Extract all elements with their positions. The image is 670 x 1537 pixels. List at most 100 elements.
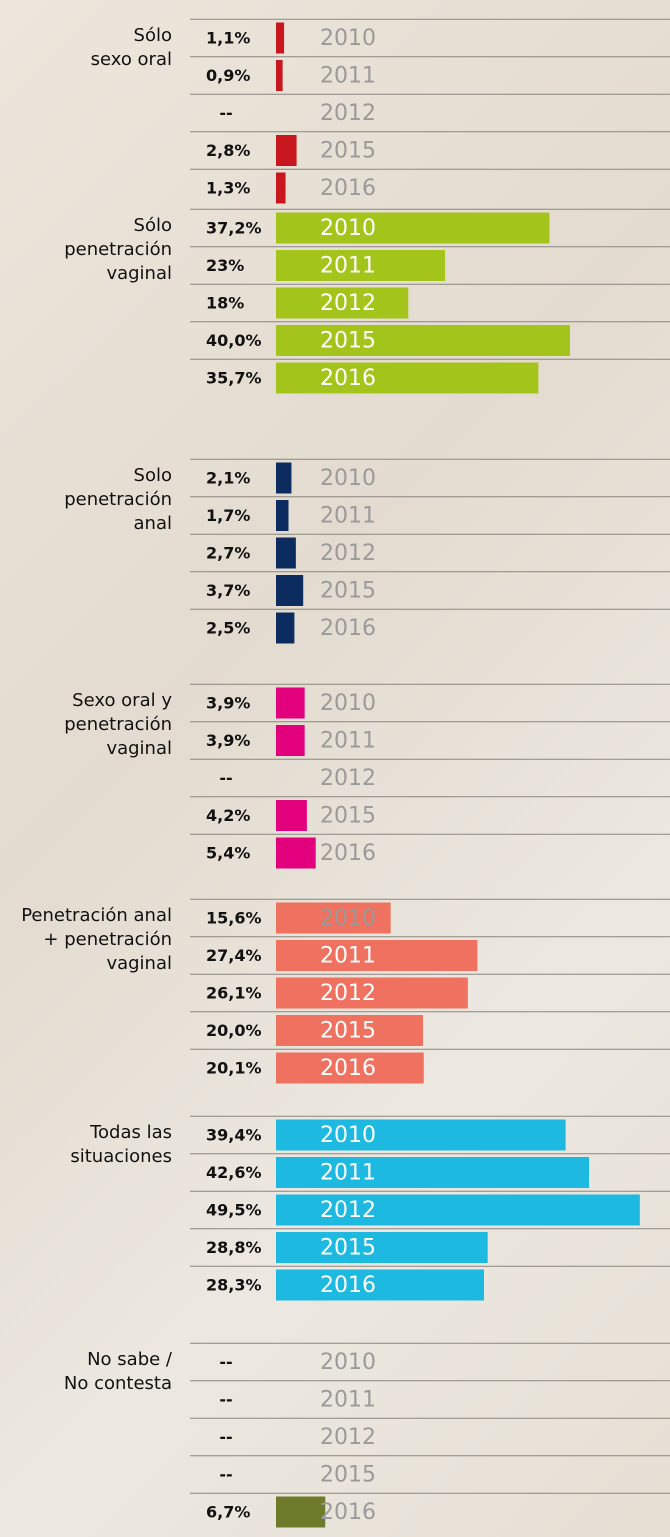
year-label: 2015 [320, 1463, 376, 1488]
value-label: 20,1% [206, 1059, 262, 1078]
year-label: 2011 [320, 1388, 376, 1413]
bar [276, 538, 296, 569]
value-label: 27,4% [206, 946, 262, 965]
value-label: -- [219, 1465, 232, 1484]
year-label: 2012 [320, 1425, 376, 1450]
value-label: -- [219, 1428, 232, 1447]
year-label: 2012 [320, 766, 376, 791]
group-label: situaciones [70, 1146, 172, 1167]
year-label: 2016 [320, 366, 376, 391]
year-label: 2011 [320, 504, 376, 529]
value-label: -- [219, 104, 232, 123]
year-label: 2011 [320, 254, 376, 279]
bar [276, 575, 303, 606]
year-label: 2015 [320, 1236, 376, 1261]
value-label: 5,4% [206, 844, 250, 863]
year-label: 2016 [320, 616, 376, 641]
bar [276, 1497, 325, 1528]
value-label: 42,6% [206, 1163, 262, 1182]
bar [276, 940, 477, 971]
bar [276, 213, 549, 244]
group-label: Penetración anal [21, 905, 172, 926]
group-label: penetración [64, 714, 172, 735]
bar [276, 60, 283, 91]
group-label: Sólo [134, 25, 172, 46]
year-label: 2015 [320, 804, 376, 829]
group-label: vaginal [106, 263, 172, 284]
value-label: 3,9% [206, 694, 250, 713]
value-label: 39,4% [206, 1126, 262, 1145]
value-label: 2,5% [206, 619, 250, 638]
group-label: No sabe / [87, 1349, 173, 1370]
year-label: 2015 [320, 329, 376, 354]
year-label: 2016 [320, 1056, 376, 1081]
year-label: 2010 [320, 1123, 376, 1148]
value-label: 28,8% [206, 1238, 262, 1257]
value-label: 37,2% [206, 219, 262, 238]
year-label: 2010 [320, 906, 376, 931]
year-label: 2015 [320, 139, 376, 164]
year-label: 2012 [320, 981, 376, 1006]
bar [276, 800, 307, 831]
bar [276, 1232, 488, 1263]
value-label: 1,3% [206, 179, 250, 198]
year-label: 2011 [320, 944, 376, 969]
value-label: 0,9% [206, 66, 250, 85]
group-label: Solo [134, 465, 172, 486]
bar [276, 613, 294, 644]
value-label: 40,0% [206, 331, 262, 350]
group-label: vaginal [106, 953, 172, 974]
year-label: 2015 [320, 1019, 376, 1044]
group-label: vaginal [106, 738, 172, 759]
value-label: -- [219, 1390, 232, 1409]
value-label: 26,1% [206, 984, 262, 1003]
year-label: 2012 [320, 291, 376, 316]
year-label: 2015 [320, 579, 376, 604]
group-label: sexo oral [91, 49, 172, 70]
group-label: anal [134, 513, 172, 534]
year-label: 2011 [320, 1161, 376, 1186]
value-label: 49,5% [206, 1201, 262, 1220]
value-label: 3,9% [206, 731, 250, 750]
year-label: 2011 [320, 729, 376, 754]
bar [276, 838, 316, 869]
bar [276, 725, 305, 756]
group-label: + penetración [43, 929, 172, 950]
bar [276, 688, 305, 719]
group-label: penetración [64, 489, 172, 510]
year-label: 2010 [320, 691, 376, 716]
year-label: 2010 [320, 26, 376, 51]
bar [276, 173, 286, 204]
year-label: 2010 [320, 466, 376, 491]
year-label: 2012 [320, 541, 376, 566]
bar [276, 363, 538, 394]
year-label: 2016 [320, 176, 376, 201]
value-label: 6,7% [206, 1503, 250, 1522]
year-label: 2010 [320, 1350, 376, 1375]
year-label: 2016 [320, 1273, 376, 1298]
bar [276, 23, 284, 54]
value-label: -- [219, 1353, 232, 1372]
group-label: Sólo [134, 215, 172, 236]
year-label: 2016 [320, 1500, 376, 1525]
value-label: 35,7% [206, 369, 262, 388]
value-label: 2,7% [206, 544, 250, 563]
year-label: 2016 [320, 841, 376, 866]
bar [276, 463, 291, 494]
group-label: Todas las [89, 1122, 172, 1143]
value-label: 2,1% [206, 469, 250, 488]
group-label: penetración [64, 239, 172, 260]
value-label: 15,6% [206, 909, 262, 928]
year-label: 2012 [320, 101, 376, 126]
group-label: Sexo oral y [72, 690, 172, 711]
bar [276, 1270, 484, 1301]
value-label: 2,8% [206, 141, 250, 160]
value-label: 18% [206, 294, 244, 313]
bar [276, 500, 288, 531]
year-label: 2011 [320, 64, 376, 89]
value-label: -- [219, 769, 232, 788]
value-label: 1,7% [206, 506, 250, 525]
bar [276, 135, 297, 166]
value-label: 20,0% [206, 1021, 262, 1040]
year-label: 2012 [320, 1198, 376, 1223]
